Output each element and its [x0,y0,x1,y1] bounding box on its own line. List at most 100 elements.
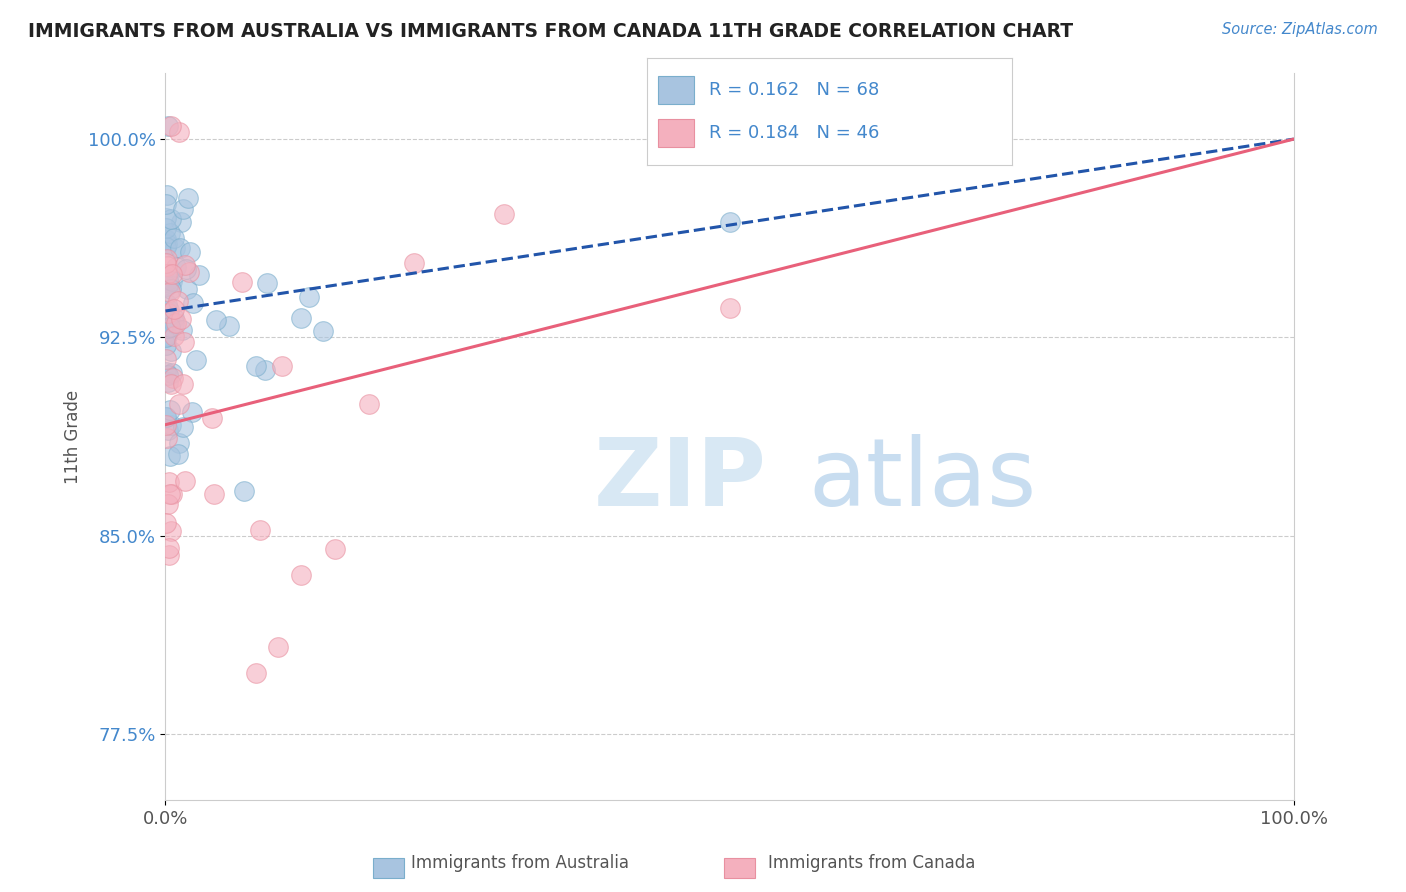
Y-axis label: 11th Grade: 11th Grade [65,390,82,483]
Point [162,371,184,385]
Text: R = 0.162   N = 68: R = 0.162 N = 68 [709,81,879,99]
Point [167,125,190,139]
Point [155,329,177,343]
Point [156,279,179,293]
Point [167,397,190,411]
Point [167,436,190,450]
Point [155,211,177,226]
Point [155,516,177,530]
Point [155,338,177,352]
Point [205,312,228,326]
Point [156,187,179,202]
Point [157,302,180,317]
Point [155,256,177,270]
Point [166,447,188,461]
Point [201,411,224,425]
Point [156,268,179,282]
Point [173,258,195,272]
Point [156,273,179,287]
Point [157,375,180,389]
Point [159,282,181,296]
Point [176,191,198,205]
Point [155,410,177,425]
Point [172,376,194,391]
Point [163,317,186,331]
Text: R = 0.184   N = 46: R = 0.184 N = 46 [709,124,879,142]
Point [165,317,187,331]
Point [157,368,180,383]
Point [162,310,184,325]
Point [323,541,346,556]
Point [155,409,177,424]
Point [290,568,312,582]
Point [172,420,194,434]
Point [492,206,515,220]
Point [160,487,183,501]
Point [179,265,201,279]
Point [159,319,181,334]
Point [170,215,193,229]
Point [155,233,177,247]
Bar [658,119,695,147]
Point [718,215,741,229]
Point [157,541,180,555]
Point [173,335,195,350]
Point [179,245,201,260]
Point [357,397,380,411]
Point [718,301,741,315]
Point [156,259,179,273]
Point [155,240,177,254]
Point [156,252,179,266]
Point [163,301,186,316]
Text: atlas: atlas [808,434,1036,526]
Point [231,275,253,289]
Point [233,483,256,498]
Point [155,232,177,246]
Point [312,324,335,338]
Point [267,640,290,654]
Point [245,666,267,681]
Point [155,197,177,211]
Point [184,352,207,367]
Point [157,321,180,335]
Point [155,365,177,379]
Point [157,314,180,328]
Point [174,262,197,277]
Point [159,226,181,240]
Point [172,202,194,216]
Point [155,330,177,344]
Point [165,260,187,274]
Point [155,351,177,366]
Point [402,256,425,270]
Point [256,276,278,290]
Point [160,267,183,281]
Point [155,328,177,343]
Point [156,297,179,311]
Point [290,310,312,325]
Point [188,268,211,282]
Text: ZIP: ZIP [595,434,768,526]
Point [160,376,183,391]
Point [169,242,191,256]
Point [162,329,184,343]
Point [159,212,181,227]
Point [202,487,225,501]
Point [163,242,186,256]
Point [166,294,188,309]
Point [159,450,181,464]
Point [156,497,179,511]
Point [170,324,193,338]
Point [157,306,180,320]
Point [157,119,180,133]
Point [155,418,177,433]
Point [163,230,186,244]
Point [181,296,204,310]
Point [157,548,180,562]
Point [160,119,183,133]
Text: Source: ZipAtlas.com: Source: ZipAtlas.com [1222,22,1378,37]
Point [156,430,179,444]
Point [156,304,179,318]
Point [159,403,181,417]
Point [156,236,179,251]
Point [160,275,183,289]
